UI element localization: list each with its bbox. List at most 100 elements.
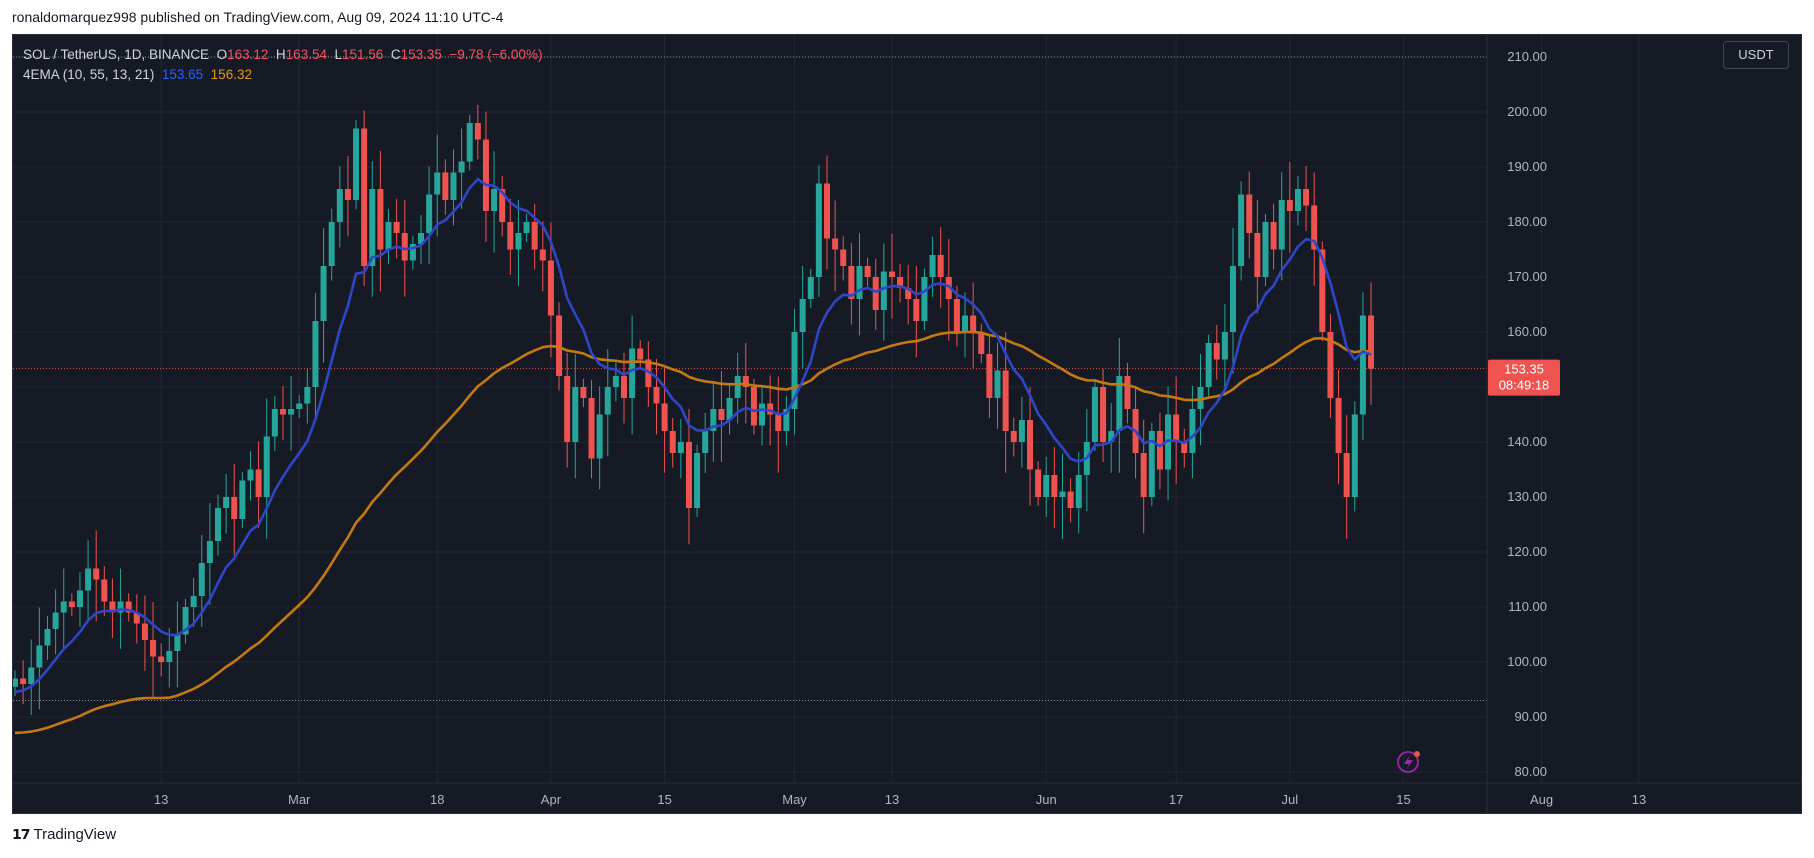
candle-body [377, 189, 384, 250]
close-label: C [390, 47, 401, 62]
candle-body [775, 414, 782, 431]
candle-body [1254, 233, 1261, 277]
candle-body [158, 656, 165, 662]
candle-body [1270, 222, 1277, 250]
candle-body [401, 233, 408, 261]
candle-body [482, 139, 489, 211]
candle-body [807, 277, 814, 299]
candle-body [133, 612, 140, 624]
grid-lines [13, 35, 1640, 783]
candle-body [1230, 266, 1236, 332]
candle-body [288, 409, 295, 415]
candle-body [101, 579, 108, 602]
candle-body [1335, 398, 1342, 453]
candle-body [434, 172, 441, 195]
candle-body [872, 277, 879, 310]
candle-body [166, 651, 173, 662]
candle-body [856, 266, 863, 299]
candle-body [255, 469, 262, 497]
price-tick-label: 90.00 [1514, 709, 1547, 724]
chart-panel[interactable]: 80.00 90.00 100.00 110.00 120.00 130.00 140.00… [12, 34, 1802, 814]
candle-body [953, 299, 960, 332]
candle-body [60, 601, 67, 613]
open-value: 163.12 [227, 47, 269, 62]
candle-body [20, 678, 27, 684]
candle-body [450, 172, 457, 200]
lightning-alert-icon[interactable] [1397, 751, 1420, 773]
candle-body [320, 266, 327, 321]
candle-body [1278, 200, 1285, 250]
candle-body [474, 123, 481, 140]
candle-body [702, 431, 709, 453]
currency-unit-button[interactable]: USDT [1723, 41, 1789, 69]
low-label: L [334, 47, 342, 62]
candle-body [174, 634, 181, 651]
candle-body [799, 299, 806, 332]
footer: 𝟭𝟳 TradingView [12, 826, 116, 843]
candle-body [937, 255, 944, 277]
candle-body [750, 387, 757, 426]
candle-body [564, 376, 571, 442]
candle-body [1010, 431, 1017, 442]
candle-body [556, 315, 563, 376]
candle-body [28, 667, 35, 684]
candle-body [531, 222, 538, 250]
time-tick-label: Jun [1036, 792, 1057, 807]
candle-body [1051, 475, 1058, 497]
tradingview-logo-icon: 𝟭𝟳 [12, 826, 31, 842]
price-tick-label: 130.00 [1507, 489, 1547, 504]
candle-body [385, 222, 392, 250]
time-tick-label: 13 [154, 792, 168, 807]
candle-body [182, 607, 189, 635]
candle-body [1018, 420, 1025, 442]
candle-body [361, 128, 368, 266]
symbol-label[interactable]: SOL / TetherUS, 1D, BINANCE [23, 47, 210, 62]
ema-slow-value: 156.32 [210, 67, 252, 82]
candle-body [312, 321, 319, 387]
candle-body [1311, 205, 1318, 250]
candle-body [1351, 414, 1358, 497]
candle-body [1059, 491, 1066, 497]
candle-body [621, 376, 627, 398]
price-chart[interactable]: 80.00 90.00 100.00 110.00 120.00 130.00 140.00… [13, 35, 1801, 813]
price-tick-label: 160.00 [1507, 324, 1547, 339]
time-tick-label: Apr [541, 792, 562, 807]
indicator-label[interactable]: 4EMA (10, 55, 13, 21) [23, 67, 155, 82]
candle-body [76, 590, 83, 607]
candle-body [710, 409, 717, 431]
candle-body [824, 183, 830, 239]
open-label: O [216, 47, 228, 62]
candle-body [1359, 315, 1366, 415]
candle-body [223, 497, 230, 508]
candle-body [1140, 453, 1147, 497]
candle-body [499, 189, 506, 222]
candle-body [718, 409, 725, 420]
candle-body [515, 233, 522, 250]
price-tick-label: 180.00 [1507, 214, 1547, 229]
time-tick-label: 15 [1396, 792, 1410, 807]
candle-body [1124, 376, 1131, 409]
candle-body [239, 480, 246, 519]
price-tick-label: 120.00 [1507, 544, 1547, 559]
candle-body [198, 563, 205, 596]
candle-body [1165, 414, 1172, 470]
candle-body [1368, 315, 1375, 369]
reference-lines [13, 56, 1487, 701]
candle-body [637, 348, 644, 360]
price-tag-box [1488, 359, 1560, 396]
candle-body [742, 376, 749, 387]
candle-body [596, 414, 603, 459]
footer-brand[interactable]: TradingView [33, 826, 117, 843]
candle-body [263, 436, 270, 497]
candle-body [247, 469, 254, 481]
price-tick-label: 190.00 [1507, 159, 1547, 174]
time-tick-label: May [782, 792, 807, 807]
candle-body [426, 194, 433, 233]
candle-body [880, 271, 887, 310]
price-tick-label: 80.00 [1514, 764, 1547, 779]
candle-body [336, 189, 343, 222]
candle-body [783, 409, 790, 431]
price-tick-label: 200.00 [1507, 104, 1547, 119]
close-value: 153.35 [400, 47, 442, 62]
